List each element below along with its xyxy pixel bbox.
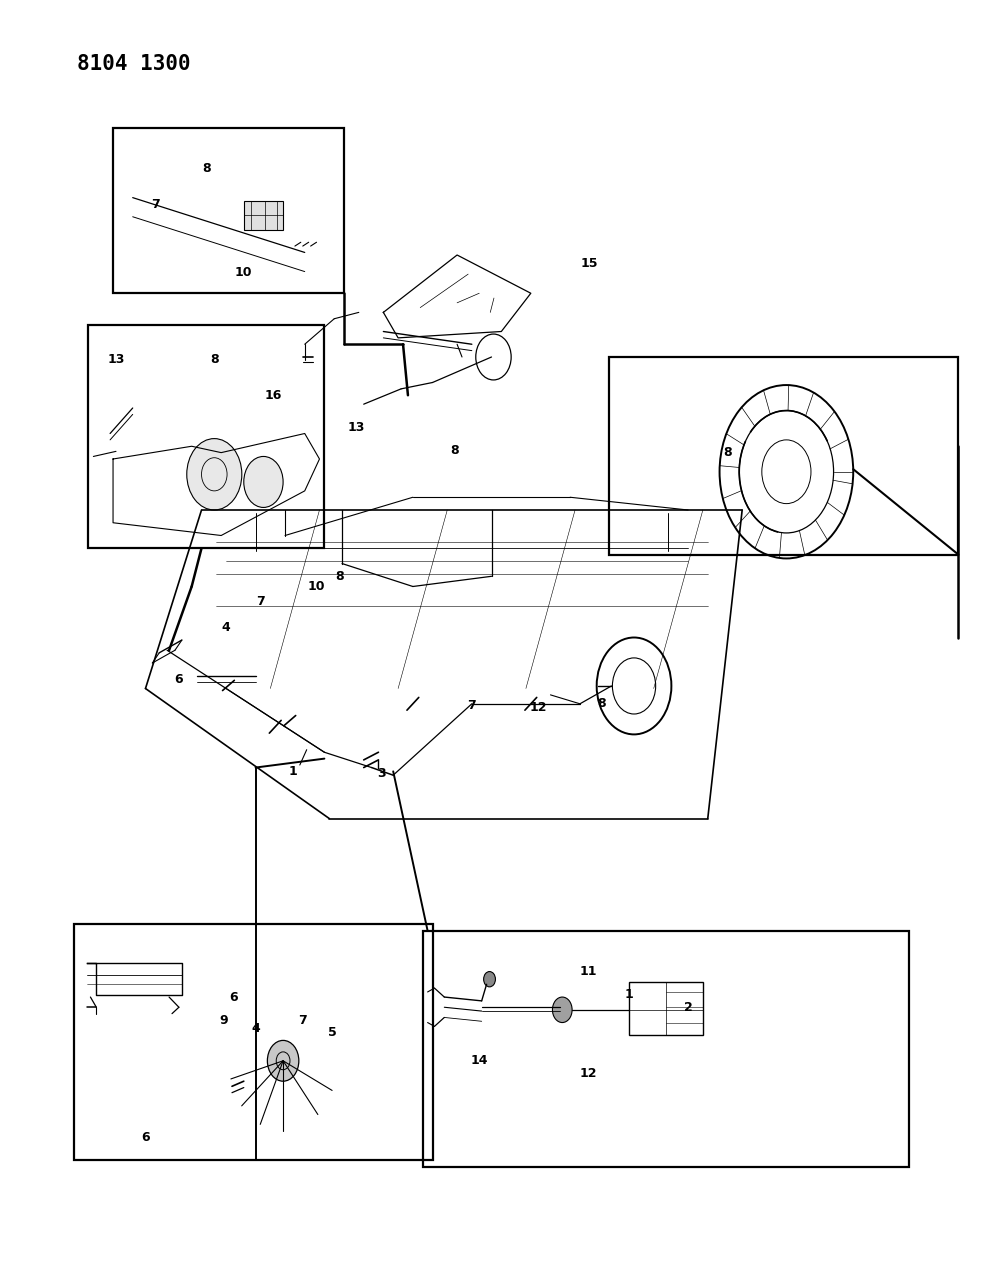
Text: 6: 6 [230,991,238,1003]
Text: 4: 4 [222,621,230,634]
Text: 7: 7 [468,699,476,711]
Text: 1: 1 [289,765,297,778]
Text: 9: 9 [220,1014,228,1026]
Text: 8: 8 [598,697,606,710]
Bar [423,931,909,1167]
Text: 6: 6 [142,1131,149,1144]
Text: 1: 1 [625,988,633,1001]
Text: 4: 4 [252,1023,260,1035]
Text: 7: 7 [257,595,264,608]
Text: 13: 13 [347,421,365,434]
Circle shape [187,439,242,510]
Text: 8: 8 [450,444,458,456]
Text: 8: 8 [202,162,210,175]
Text: 8104 1300: 8104 1300 [77,54,191,74]
Text: 10: 10 [235,266,253,279]
Circle shape [484,972,495,987]
Circle shape [244,456,283,507]
Text: 7: 7 [151,198,159,210]
Text: 10: 10 [308,580,325,593]
Text: 12: 12 [579,1067,597,1080]
Bar [113,128,344,293]
Circle shape [267,1040,299,1081]
Text: 14: 14 [471,1054,489,1067]
Bar [609,357,958,555]
Text: 3: 3 [377,768,385,780]
Circle shape [552,997,572,1023]
Text: 8: 8 [723,446,731,459]
Text: 13: 13 [107,353,125,366]
Text: 15: 15 [581,258,599,270]
Text: 16: 16 [264,389,282,402]
Text: 7: 7 [299,1014,307,1026]
Text: 8: 8 [335,570,343,583]
Text: 8: 8 [210,353,218,366]
Bar [88,325,324,548]
Text: 2: 2 [684,1001,692,1014]
Bar [629,982,703,1035]
Text: 11: 11 [579,965,597,978]
Text: 12: 12 [530,701,548,714]
Bar [74,924,433,1160]
FancyBboxPatch shape [244,201,283,229]
Text: 6: 6 [175,673,183,686]
Text: 5: 5 [328,1026,336,1039]
